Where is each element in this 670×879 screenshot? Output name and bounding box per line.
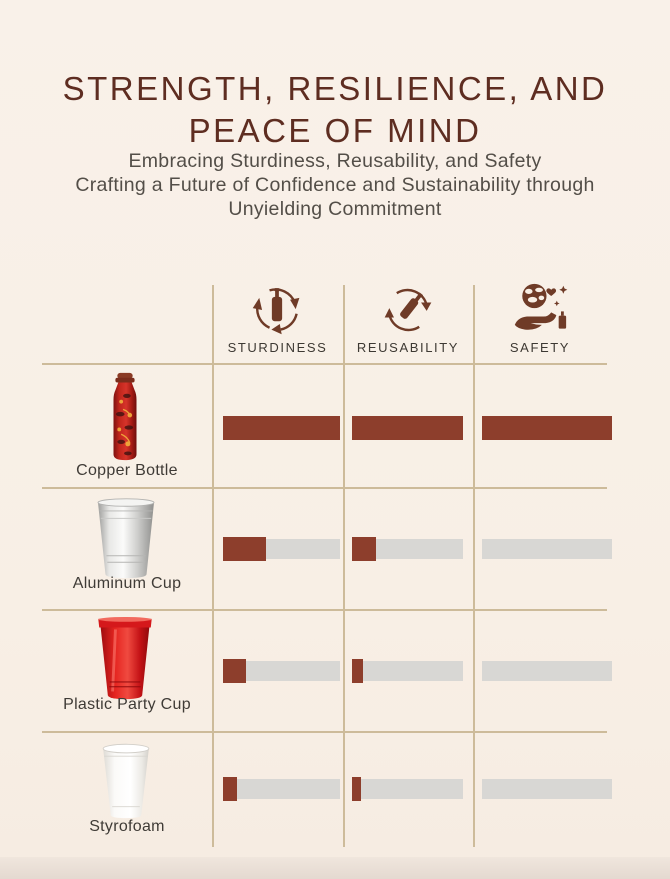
page-title-line1: STRENGTH, RESILIENCE, AND (62, 70, 608, 107)
plastic-party-cup-image (92, 617, 158, 701)
bar-fill (352, 659, 364, 683)
column-header-safety: SAFETY (509, 340, 571, 355)
page-bottom-shadow (0, 857, 670, 879)
product-label-copper-bottle: Copper Bottle (76, 462, 178, 479)
grid-hline-2 (42, 487, 607, 489)
grid-vline-2 (343, 285, 345, 847)
copper-bottle-safety-bar (482, 416, 612, 440)
grid-vline-3 (473, 285, 475, 847)
bar-fill (223, 537, 267, 561)
product-label-plastic-party-cup: Plastic Party Cup (63, 696, 191, 713)
plastic-party-cup-safety-bar (482, 659, 612, 683)
bar-fill (223, 659, 247, 683)
grid-hline-1 (42, 363, 607, 365)
styrofoam-sturdiness-bar (223, 777, 340, 801)
subtitle-line2: Crafting a Future of Confidence and Sust… (75, 174, 595, 196)
aluminum-cup-safety-bar (482, 537, 612, 561)
bar-track (223, 661, 340, 681)
bar-track (482, 779, 612, 799)
copper-bottle-image (97, 371, 153, 463)
bar-track (352, 661, 463, 681)
product-label-styrofoam: Styrofoam (89, 818, 165, 835)
copper-bottle-reusability-bar (352, 416, 463, 440)
subtitle-line1: Embracing Sturdiness, Reusability, and S… (128, 150, 542, 172)
page-title-line2: PEACE OF MIND (188, 112, 482, 149)
bar-track (352, 539, 463, 559)
bar-track (482, 661, 612, 681)
copper-bottle-sturdiness-bar (223, 416, 340, 440)
bar-fill (482, 416, 612, 440)
circular-arrows-bottle-icon (378, 282, 438, 338)
bar-track (482, 539, 612, 559)
hand-holding-earth-icon (510, 282, 570, 338)
bar-fill (352, 537, 377, 561)
grid-vline-1 (212, 285, 214, 847)
aluminum-cup-sturdiness-bar (223, 537, 340, 561)
subtitle-line3: Unyielding Commitment (228, 198, 442, 220)
grid-hline-3 (42, 609, 607, 611)
bar-fill (352, 777, 361, 801)
column-header-reusability: REUSABILITY (356, 340, 460, 355)
aluminum-cup-reusability-bar (352, 537, 463, 561)
column-header-sturdiness: STURDINESS (227, 340, 328, 355)
bar-track (352, 779, 463, 799)
bar-fill (223, 777, 238, 801)
bar-fill (223, 416, 340, 440)
bar-track (223, 779, 340, 799)
product-label-aluminum-cup: Aluminum Cup (72, 575, 182, 592)
bar-fill (352, 416, 463, 440)
plastic-party-cup-reusability-bar (352, 659, 463, 683)
recycle-bottle-icon (247, 282, 307, 338)
grid-hline-4 (42, 731, 607, 733)
aluminum-cup-image (88, 496, 164, 580)
styrofoam-safety-bar (482, 777, 612, 801)
styrofoam-reusability-bar (352, 777, 463, 801)
plastic-party-cup-sturdiness-bar (223, 659, 340, 683)
styrofoam-cup-image (94, 740, 158, 820)
